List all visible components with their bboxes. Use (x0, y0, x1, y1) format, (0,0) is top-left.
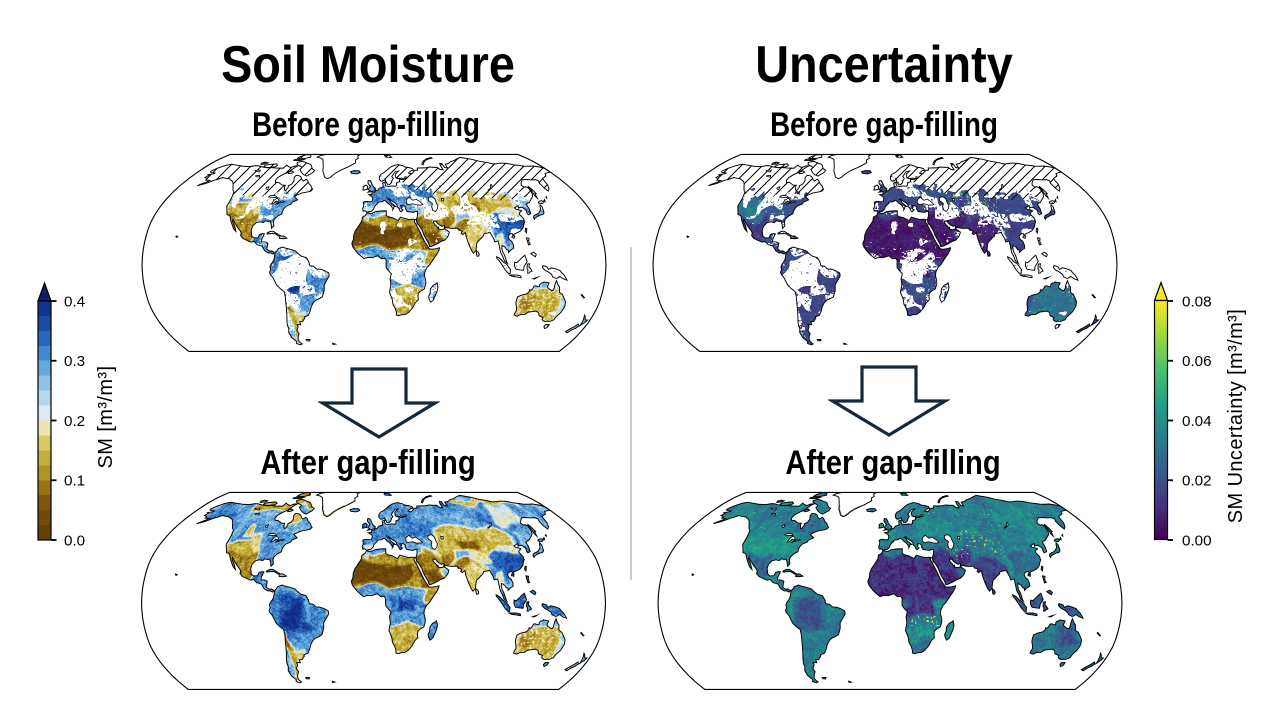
svg-text:0.0: 0.0 (64, 532, 85, 549)
svg-text:0.00: 0.00 (1182, 532, 1212, 549)
svg-text:0.02: 0.02 (1182, 473, 1212, 490)
svg-text:0.4: 0.4 (64, 293, 85, 310)
svg-text:SM Uncertainty [m³/m³]: SM Uncertainty [m³/m³] (1225, 309, 1247, 523)
svg-text:0.3: 0.3 (64, 353, 85, 370)
svg-text:0.06: 0.06 (1182, 353, 1212, 370)
svg-text:0.2: 0.2 (64, 413, 85, 430)
svg-text:0.1: 0.1 (64, 473, 85, 490)
svg-text:0.04: 0.04 (1182, 413, 1212, 430)
svg-text:SM [m³/m³]: SM [m³/m³] (95, 366, 117, 469)
svg-text:0.08: 0.08 (1182, 293, 1212, 310)
